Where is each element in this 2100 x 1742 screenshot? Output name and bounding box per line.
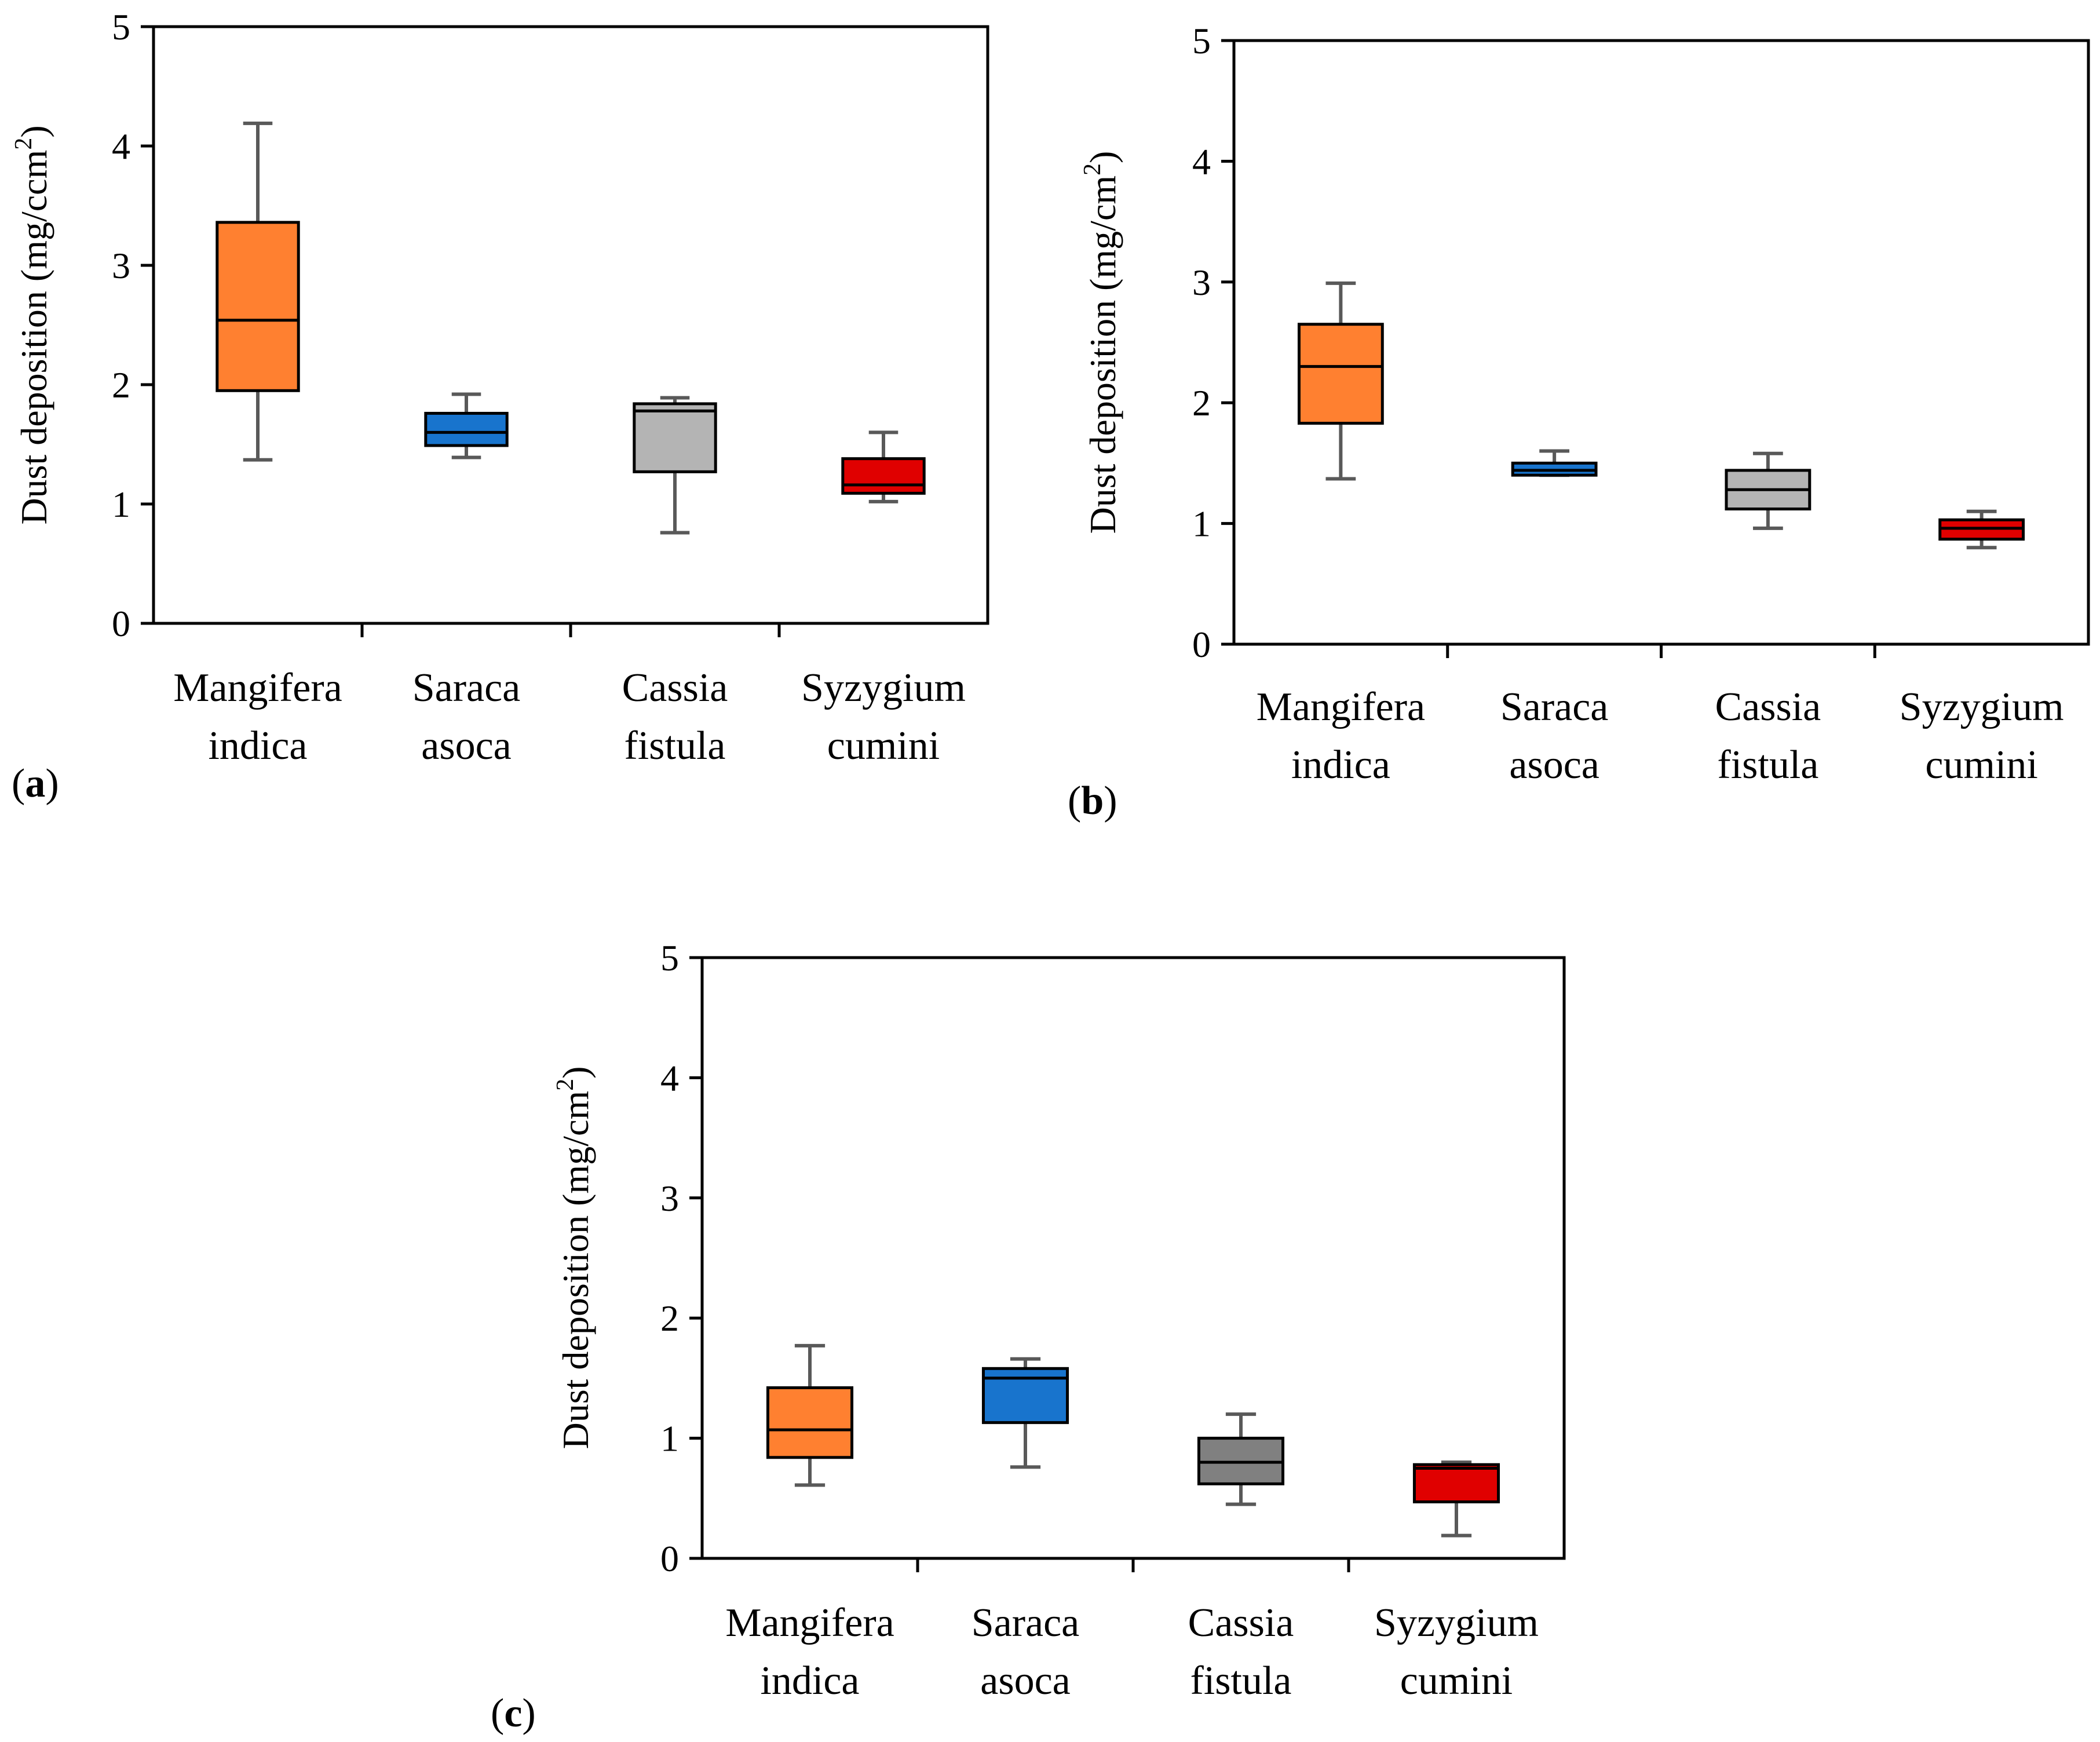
iqr-box (216, 221, 300, 392)
y-tick-label: 5 (112, 6, 130, 48)
box-4 (1412, 1460, 1500, 1538)
category-label-line2: fistula (1717, 743, 1818, 787)
iqr-box (766, 1386, 854, 1459)
y-axis-title: Dust deposition (mg/ccm2) (10, 125, 54, 524)
category-label-line1: Saraca (972, 1601, 1080, 1645)
category-label-line2: cumini (1925, 743, 2037, 787)
y-tick-label: 3 (1192, 262, 1211, 303)
y-tick-label: 0 (112, 603, 130, 644)
y-tick-label: 4 (660, 1057, 679, 1098)
category-label-line1: Syzygium (1900, 685, 2064, 729)
y-tick-label: 0 (660, 1538, 679, 1579)
category-label-line2: fistula (624, 724, 726, 768)
iqr-box (981, 1367, 1069, 1425)
box-1 (1297, 281, 1384, 481)
y-tick-label: 2 (112, 364, 130, 406)
category-label-line1: Cassia (622, 666, 728, 710)
y-tick-label: 2 (1192, 382, 1211, 423)
box-3 (1725, 451, 1812, 530)
box-2 (981, 1357, 1069, 1469)
y-tick-label: 0 (1192, 624, 1211, 665)
box-1 (766, 1343, 854, 1487)
category-label-line1: Mangifera (1257, 685, 1426, 729)
category-label-line1: Cassia (1188, 1601, 1294, 1645)
y-tick-label: 2 (660, 1298, 679, 1339)
y-tick-label: 4 (112, 126, 130, 167)
category-label-line2: asoca (1509, 743, 1599, 787)
y-axis-title: Dust deposition (mg/cm2) (552, 1067, 596, 1449)
y-tick-label: 5 (1192, 20, 1211, 61)
y-tick-label: 4 (1192, 141, 1211, 182)
y-tick-label: 5 (660, 937, 679, 978)
category-label-line2: indica (1291, 743, 1390, 787)
box-3 (1197, 1412, 1285, 1506)
category-label-line1: Mangifera (173, 666, 342, 710)
panel-label: (b) (1068, 779, 1117, 823)
y-axis-title: Dust deposition (mg/cm2) (1079, 151, 1123, 534)
chart-panel-b: 0 1 2 3 4 5 Mangifera indica Saraca asoca Cassia fi… (1068, 20, 2090, 823)
y-tick-label: 3 (660, 1178, 679, 1219)
y-tick-label: 1 (1192, 503, 1211, 545)
category-label-line2: fistula (1190, 1659, 1292, 1703)
category-label-line2: cumini (1400, 1659, 1513, 1703)
iqr-box (1412, 1463, 1500, 1504)
box-4 (841, 430, 926, 503)
category-label-line1: Syzygium (801, 666, 966, 710)
iqr-box (424, 411, 509, 447)
box-2 (424, 392, 509, 459)
category-label-line1: Syzygium (1374, 1601, 1539, 1645)
category-label-line2: cumini (827, 724, 940, 768)
iqr-box (1297, 323, 1384, 425)
category-label-line1: Mangifera (725, 1601, 894, 1645)
iqr-box (841, 457, 926, 495)
panel-label: (a) (12, 761, 59, 806)
chart-panel-a: 0 1 2 3 4 5 Mangifera indica Saraca asoca Cassia fi… (10, 6, 989, 806)
category-label-line2: indica (208, 724, 307, 768)
y-tick-label: 1 (112, 484, 130, 525)
category-label-line2: indica (760, 1659, 859, 1703)
box-4 (1938, 509, 2025, 550)
y-tick-label: 1 (660, 1418, 679, 1459)
category-label-line2: asoca (421, 724, 511, 768)
panel-label: (c) (491, 1691, 536, 1736)
box-3 (633, 396, 717, 535)
y-tick-label: 3 (112, 245, 130, 286)
category-label-line1: Saraca (412, 666, 521, 710)
category-label-line2: asoca (980, 1659, 1070, 1703)
category-label-line1: Saraca (1500, 685, 1609, 729)
iqr-box (633, 402, 717, 473)
category-label-line1: Cassia (1715, 685, 1821, 729)
chart-panel-c: 0 1 2 3 4 5 Mangifera indica Saraca asoca Cassia fi… (491, 937, 1566, 1736)
box-2 (1511, 449, 1598, 477)
box-1 (216, 121, 300, 462)
